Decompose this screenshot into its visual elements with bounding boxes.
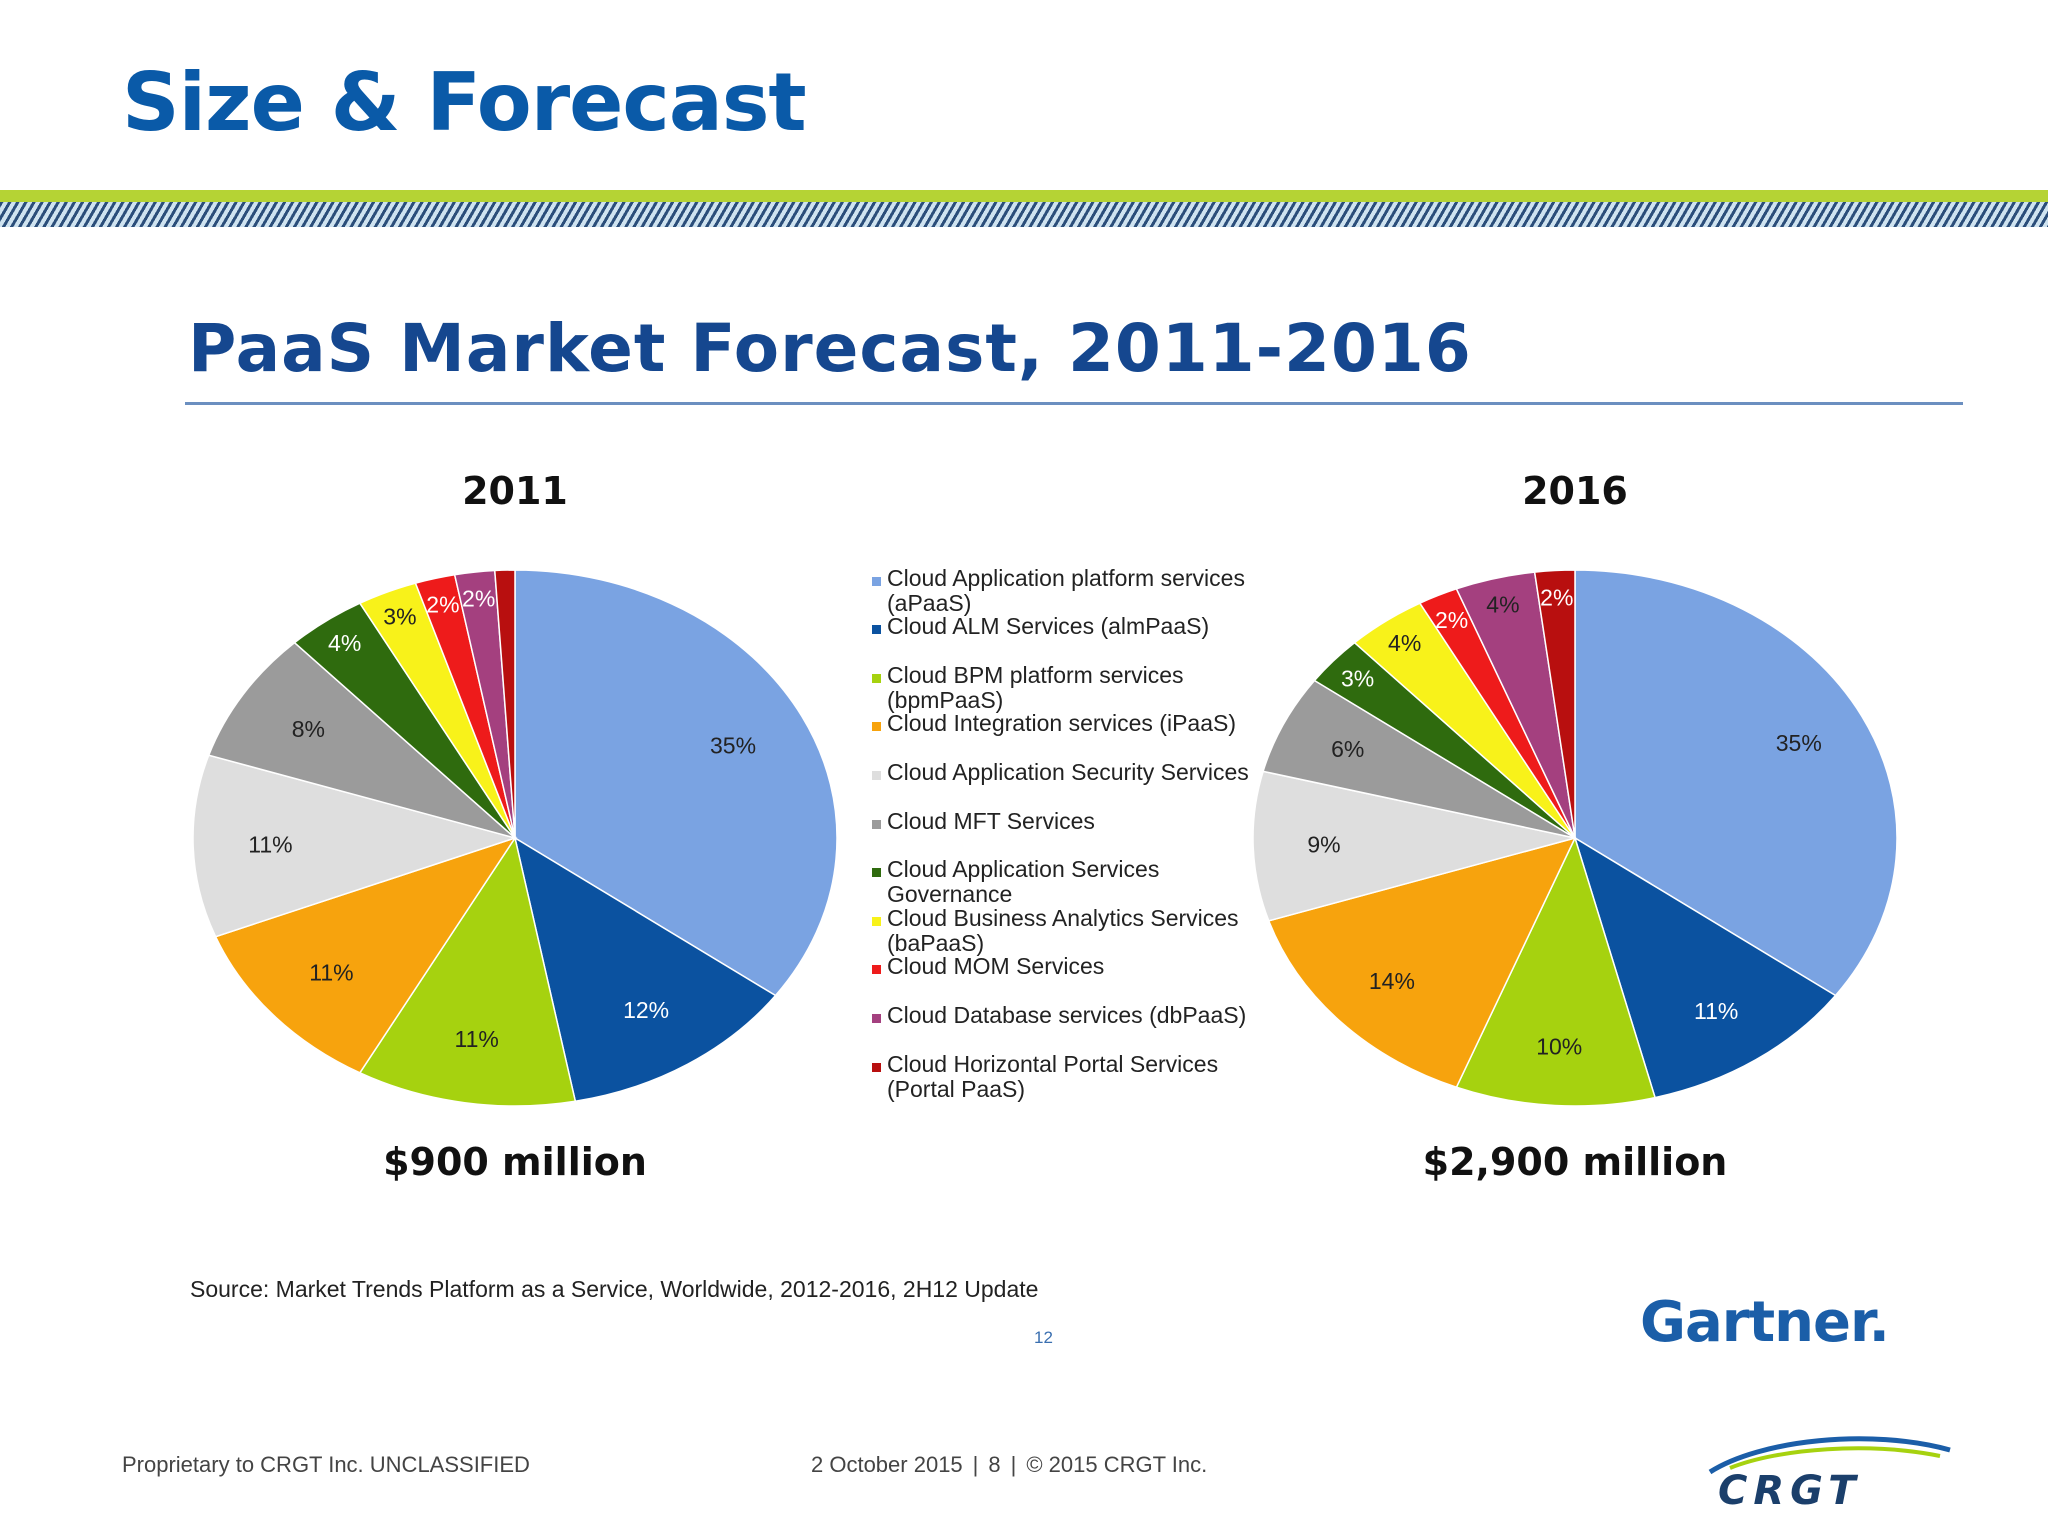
pie-chart-total: $2,900 million: [1423, 1140, 1728, 1184]
gartner-logo: Gartner.: [1640, 1290, 1890, 1355]
pie-slice-label: 2%: [462, 586, 495, 612]
legend-item: Cloud Application Services Governance: [872, 857, 1252, 906]
legend-label: Cloud ALM Services (almPaaS): [887, 613, 1210, 639]
pie-slice-label: 11%: [248, 831, 292, 857]
pie-slice-label: 35%: [710, 733, 756, 759]
pie-slice-label: 2%: [1540, 584, 1573, 610]
footer-date: 2 October 2015: [811, 1452, 963, 1477]
pie-slice: [214, 836, 517, 1074]
pie-slice-label: 6%: [1331, 736, 1364, 762]
legend-item: Cloud Database services (dbPaaS): [872, 1003, 1252, 1028]
legend-item: Cloud MOM Services: [872, 954, 1252, 979]
source-note: Source: Market Trends Platform as a Serv…: [190, 1276, 1039, 1302]
pie-chart-2016: 35% 11% 10% 14% 9% 6% 3% 4% 2% 4% 2% 2016 $2,900 mil…: [1252, 469, 1898, 1184]
legend-item: Cloud Application platform services (aPa…: [872, 566, 1252, 615]
legend-swatch: [872, 577, 881, 586]
pie-slice: [1455, 835, 1657, 1107]
legend-swatch: [872, 965, 881, 974]
pie-slice: [1252, 770, 1576, 922]
pie-slice: [514, 569, 838, 997]
legend-swatch: [872, 1014, 881, 1023]
pie-slice-label: 11%: [1694, 998, 1738, 1024]
legend-label: Cloud Business Analytics Services (baPaa…: [887, 905, 1239, 956]
footer-classification: Proprietary to CRGT Inc. UNCLASSIFIED: [122, 1452, 530, 1477]
slide-title: Size & Forecast: [122, 56, 807, 149]
pie-chart-2011: 35% 12% 11% 11% 11% 8% 4% 3% 2% 2% 1% 2011 $900 mill…: [192, 469, 838, 1184]
pie-slice-label: 2%: [1435, 607, 1468, 633]
legend-swatch: [872, 1063, 881, 1072]
legend-swatch: [872, 625, 881, 634]
pie-slice: [1574, 569, 1898, 997]
footer-info: 2 October 2015 | 8 | © 2015 CRGT Inc.: [811, 1452, 1207, 1478]
legend-swatch: [872, 820, 881, 829]
pie-slice: [1262, 679, 1576, 839]
legend-label: Cloud MFT Services: [887, 808, 1095, 834]
footer-separator: |: [1010, 1452, 1017, 1477]
pie-slice-label: 4%: [328, 630, 361, 656]
legend-label: Cloud Application platform services (aPa…: [887, 565, 1245, 616]
pie-slice: [493, 569, 516, 839]
header-divider-hatch: [0, 202, 2048, 227]
pie-chart-title: 2011: [462, 469, 568, 513]
pie-slice: [1573, 836, 1837, 1099]
pie-slice-label: 10%: [1536, 1034, 1582, 1060]
pie-slice: [1533, 569, 1576, 839]
pie-slice: [513, 836, 777, 1103]
pie-slice-label: 4%: [1388, 630, 1421, 656]
crgt-logo: CRGT: [1708, 1436, 1951, 1510]
pie-slice: [207, 641, 516, 839]
pie-slice: [358, 836, 577, 1107]
legend-item: Cloud MFT Services: [872, 809, 1252, 834]
pie-slice-label: 35%: [1776, 730, 1822, 756]
legend-swatch: [872, 674, 881, 683]
chart-title: PaaS Market Forecast, 2011-2016: [188, 310, 1472, 387]
footer-page-number: 8: [988, 1452, 1001, 1477]
chart-title-rule: [185, 402, 1963, 405]
legend-label: Cloud Integration services (iPaaS): [887, 710, 1236, 736]
pie-chart-total: $900 million: [383, 1140, 647, 1184]
legend-label: Cloud BPM platform services (bpmPaaS): [887, 662, 1184, 713]
pie-slice-label: 3%: [1341, 665, 1374, 691]
legend-item: Cloud Business Analytics Services (baPaa…: [872, 906, 1252, 955]
pie-slice-label: 8%: [292, 716, 325, 742]
legend-swatch: [872, 722, 881, 731]
legend-label: Cloud Application Security Services: [887, 759, 1249, 785]
pie-chart-title: 2016: [1522, 469, 1628, 513]
pie-slice-label: 3%: [383, 604, 416, 630]
pie-slice-label: 11%: [455, 1026, 499, 1052]
inner-page-number: 12: [1034, 1328, 1053, 1347]
pie-slice-label: 14%: [1369, 968, 1415, 994]
legend-label: Cloud MOM Services: [887, 953, 1105, 979]
legend-item: Cloud Integration services (iPaaS): [872, 711, 1252, 736]
header-divider-green: [0, 190, 2048, 202]
footer-separator: |: [972, 1452, 979, 1477]
legend-item: Cloud Application Security Services: [872, 760, 1252, 785]
pie-slice: [192, 754, 518, 938]
legend-swatch: [872, 868, 881, 877]
pie-slice-label: 12%: [623, 997, 669, 1023]
legend-swatch: [872, 917, 881, 926]
footer-copyright: © 2015 CRGT Inc.: [1026, 1452, 1208, 1477]
legend-item: Cloud ALM Services (almPaaS): [872, 614, 1252, 639]
pie-slice-label: 9%: [1307, 832, 1340, 858]
legend-label: Cloud Database services (dbPaaS): [887, 1002, 1247, 1028]
legend-label: Cloud Application Services Governance: [887, 856, 1160, 907]
pie-slice-label: 2%: [426, 591, 459, 617]
legend-item: Cloud BPM platform services (bpmPaaS): [872, 663, 1252, 712]
pie-slice-label: 4%: [1486, 591, 1519, 617]
legend-item: Cloud Horizontal Portal Services (Portal…: [872, 1052, 1252, 1101]
pie-slice-label: 1%: [487, 536, 520, 562]
pie-slice-label: 11%: [309, 960, 353, 986]
svg-text:CRGT: CRGT: [1718, 1468, 1862, 1510]
legend-label: Cloud Horizontal Portal Services (Portal…: [887, 1051, 1219, 1102]
legend-swatch: [872, 771, 881, 780]
